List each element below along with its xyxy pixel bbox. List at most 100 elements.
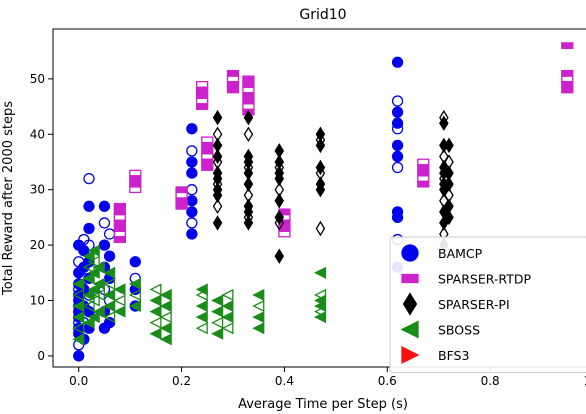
data-point	[82, 316, 95, 329]
data-point	[201, 136, 214, 144]
data-point	[103, 299, 116, 313]
data-point	[149, 316, 162, 329]
data-point	[444, 154, 454, 170]
data-point	[226, 69, 240, 77]
data-point	[186, 167, 198, 179]
data-point	[113, 236, 127, 243]
data-point	[129, 169, 142, 177]
data-point	[212, 126, 223, 143]
data-point	[439, 148, 449, 165]
x-tick-label: 0.6	[378, 374, 397, 388]
data-point	[243, 126, 254, 143]
data-point	[113, 202, 127, 210]
data-point	[113, 305, 126, 318]
data-point	[103, 277, 116, 290]
data-point	[87, 244, 100, 257]
data-point	[444, 137, 454, 154]
data-point	[444, 165, 454, 181]
data-point	[391, 161, 404, 174]
data-point	[226, 81, 240, 88]
data-point	[83, 172, 95, 185]
data-point	[186, 195, 198, 207]
data-point	[87, 294, 100, 307]
data-point	[252, 311, 265, 324]
data-point	[212, 148, 223, 165]
legend: BAMCP SPARSER-RTDP SPARSER-PI SBOSS BFS3	[389, 236, 586, 373]
data-point	[159, 311, 172, 324]
data-point	[212, 165, 223, 181]
data-point	[175, 191, 188, 199]
data-point	[391, 106, 404, 118]
data-point	[195, 311, 208, 324]
data-point	[212, 109, 223, 126]
legend-entry: SBOSS	[400, 320, 480, 339]
data-point	[195, 299, 208, 313]
data-point	[221, 299, 234, 313]
legend-label: SPARSER-RTDP	[438, 272, 531, 287]
legend-marker	[400, 320, 419, 339]
data-point	[274, 143, 285, 159]
data-point	[278, 230, 291, 238]
data-point	[113, 219, 127, 227]
legend-marker	[401, 345, 420, 365]
series-sparser-pi	[212, 109, 454, 264]
data-point	[103, 311, 116, 324]
data-point	[221, 288, 234, 302]
data-point	[175, 197, 188, 205]
plot-area	[72, 42, 574, 362]
data-point	[103, 250, 116, 262]
data-point	[391, 95, 404, 107]
data-point	[186, 145, 198, 157]
data-point	[103, 228, 116, 240]
data-point	[201, 141, 214, 149]
legend-entry: BAMCP	[401, 244, 483, 262]
data-point	[82, 299, 95, 313]
data-point	[417, 158, 430, 166]
data-point	[129, 180, 142, 188]
data-point	[313, 288, 327, 302]
legend-entry: SPARSER-PI	[402, 292, 510, 316]
data-point	[211, 316, 224, 329]
data-point	[128, 288, 141, 302]
data-point	[98, 217, 111, 229]
data-point	[149, 283, 162, 296]
data-point	[72, 311, 85, 324]
data-point	[561, 81, 574, 88]
data-point	[211, 327, 224, 340]
data-point	[211, 305, 224, 318]
data-point	[98, 239, 111, 251]
x-tick-label: 0.0	[69, 374, 88, 388]
data-point	[129, 175, 142, 183]
x-axis-label: Average Time per Step (s)	[238, 397, 408, 412]
data-point	[242, 81, 255, 88]
data-point	[159, 322, 172, 335]
data-point	[391, 150, 404, 163]
data-point	[561, 69, 574, 77]
legend-marker	[402, 292, 418, 316]
y-tick-label: 20	[30, 238, 45, 252]
data-point	[212, 137, 223, 154]
data-point	[186, 217, 198, 229]
series-sboss	[72, 244, 327, 346]
data-point	[195, 283, 208, 296]
data-point	[159, 333, 172, 346]
data-point	[195, 86, 209, 94]
data-point	[195, 97, 209, 105]
legend-label: BAMCP	[438, 246, 483, 261]
data-point	[391, 117, 404, 129]
data-point	[175, 186, 188, 194]
plot-frame	[52, 28, 586, 368]
legend-marker	[401, 273, 419, 284]
data-point	[242, 75, 255, 83]
data-point	[315, 159, 326, 176]
data-point	[444, 176, 454, 192]
data-point	[561, 86, 574, 94]
data-point	[92, 261, 105, 274]
data-point	[82, 250, 95, 263]
data-point	[252, 322, 265, 335]
data-point	[128, 299, 141, 313]
chart-title: Grid10	[299, 7, 346, 23]
x-tick-label: 0.4	[275, 374, 294, 388]
data-point	[242, 97, 255, 105]
data-point	[129, 186, 142, 194]
